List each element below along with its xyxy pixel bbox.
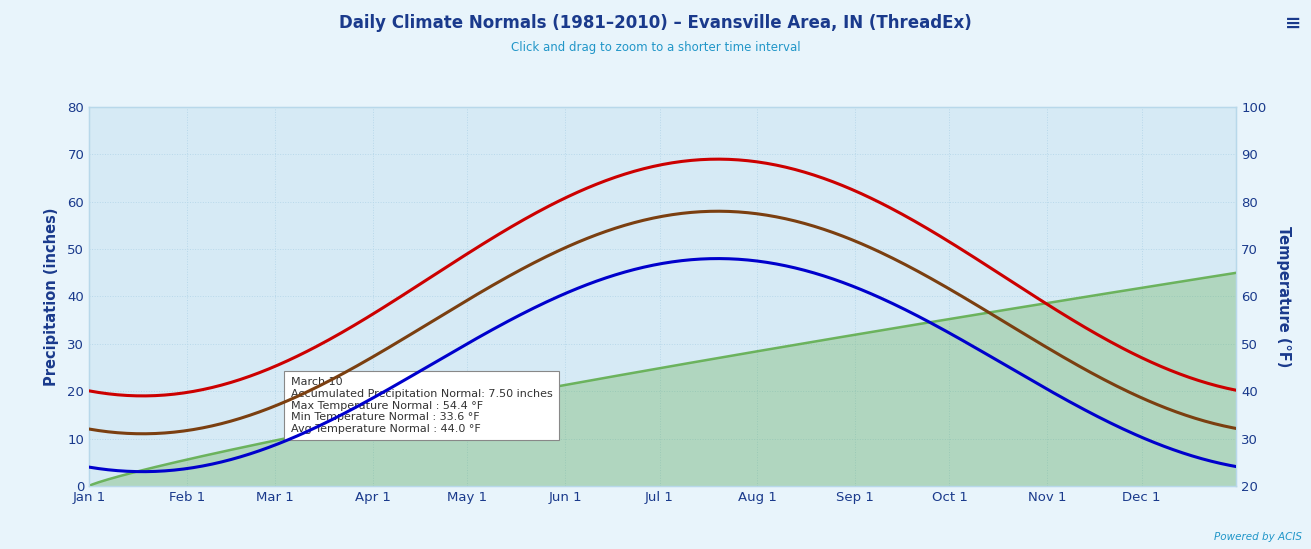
Text: ≡: ≡	[1286, 14, 1302, 33]
Text: Click and drag to zoom to a shorter time interval: Click and drag to zoom to a shorter time…	[511, 41, 800, 54]
Text: Daily Climate Normals (1981–2010) – Evansville Area, IN (ThreadEx): Daily Climate Normals (1981–2010) – Evan…	[340, 14, 971, 32]
Text: March 10
Accumulated Precipitation Normal: 7.50 inches
Max Temperature Normal : : March 10 Accumulated Precipitation Norma…	[291, 377, 553, 434]
Y-axis label: Temperature (°F): Temperature (°F)	[1277, 226, 1291, 367]
Text: Powered by ACIS: Powered by ACIS	[1214, 533, 1302, 542]
Y-axis label: Precipitation (inches): Precipitation (inches)	[45, 207, 59, 386]
